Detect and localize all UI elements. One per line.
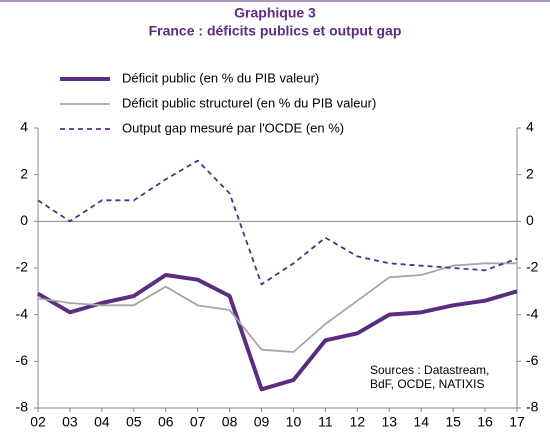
y-tick-label: -4 <box>16 305 29 321</box>
legend-label: Déficit public (en % du PIB valeur) <box>122 70 319 85</box>
y-tick-label: -8 <box>16 399 29 415</box>
y-tick-label: 0 <box>20 212 28 228</box>
y2-tick-label: -2 <box>526 259 539 275</box>
series-line <box>37 159 518 286</box>
x-tick-label: 12 <box>350 414 366 430</box>
x-tick-label: 16 <box>477 414 493 430</box>
y2-tick-label: -4 <box>526 305 539 321</box>
x-tick-label: 06 <box>158 414 174 430</box>
series-line <box>36 273 518 392</box>
annotation: Sources : Datastream, <box>370 363 489 377</box>
y-tick-label: -6 <box>16 352 29 368</box>
y2-tick-label: 2 <box>526 165 534 181</box>
x-tick-label: 10 <box>286 414 302 430</box>
x-tick-label: 03 <box>62 414 78 430</box>
x-tick-label: 08 <box>222 414 238 430</box>
y-tick-label: 2 <box>20 165 28 181</box>
x-tick-label: 02 <box>30 414 46 430</box>
chart-subtitle: France : déficits publics et output gap <box>149 23 402 39</box>
y2-tick-label: 0 <box>526 212 534 228</box>
y-tick-label: -2 <box>16 259 29 275</box>
y2-tick-label: -8 <box>526 399 539 415</box>
x-tick-label: 13 <box>381 414 397 430</box>
x-tick-label: 09 <box>254 414 270 430</box>
chart-title: Graphique 3 <box>234 5 316 21</box>
legend-label: Output gap mesuré par l'OCDE (en %) <box>122 120 344 135</box>
x-tick-label: 07 <box>190 414 206 430</box>
legend-label: Déficit public structurel (en % du PIB v… <box>122 95 376 110</box>
x-tick-label: 17 <box>509 414 525 430</box>
series-line <box>37 262 517 353</box>
x-tick-label: 14 <box>413 414 429 430</box>
y2-tick-label: -6 <box>526 352 539 368</box>
y2-tick-label: 4 <box>526 119 534 135</box>
x-tick-label: 04 <box>94 414 110 430</box>
x-tick-label: 05 <box>126 414 142 430</box>
annotation: BdF, OCDE, NATIXIS <box>370 377 484 391</box>
y-tick-label: 4 <box>20 119 28 135</box>
x-tick-label: 11 <box>318 414 333 430</box>
x-tick-label: 15 <box>445 414 461 430</box>
